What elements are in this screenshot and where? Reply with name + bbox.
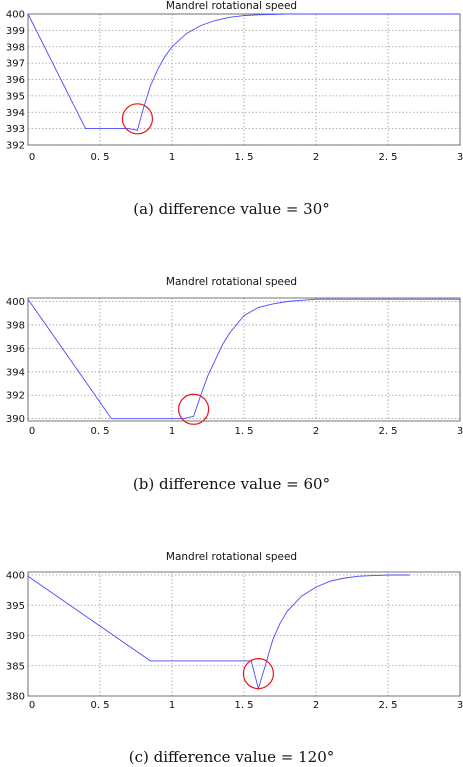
y-tick-label: 398 (6, 320, 25, 331)
x-tick-label: 0. 5 (90, 426, 109, 437)
x-tick-label: 2 (313, 700, 319, 711)
line-chart-c: 400 395 390 385 380 0 0. 5 1 1. 5 2 2. 5 3 (6, 571, 463, 711)
plot-frame (27, 297, 461, 422)
caption-a: (a) difference value = 30° (133, 200, 330, 218)
series-line (27, 13, 460, 131)
x-tick-label: 2. 5 (378, 426, 397, 437)
y-tick-label: 399 (6, 26, 25, 37)
series-line (27, 298, 460, 420)
x-tick-label: 1. 5 (234, 700, 253, 711)
x-tick-label: 3 (457, 426, 463, 437)
x-tick-label: 2 (313, 426, 319, 437)
y-tick-label: 400 (6, 10, 25, 21)
x-tick-label: 0. 5 (90, 152, 109, 163)
caption-b: (b) difference value = 60° (132, 475, 331, 493)
y-tick-label: 392 (6, 391, 25, 402)
y-tick-label: 380 (6, 692, 25, 703)
x-tick-label: 0 (29, 426, 35, 437)
y-tick-label: 390 (6, 631, 25, 642)
y-tick-label: 396 (6, 344, 25, 355)
y-tick-label: 398 (6, 42, 25, 53)
line-chart-a: 400 399 398 397 396 395 394 393 392 0 0. 5 1 1. 5 2 2.… (6, 10, 463, 164)
plot-frame (27, 571, 461, 697)
x-tick-label: 1 (169, 152, 175, 163)
line-chart-b: 400 398 396 394 392 390 0 0. 5 1 1. 5 2 2. 5 3 (6, 297, 463, 437)
x-tick-label: 1 (169, 426, 175, 437)
highlight-circle (242, 658, 274, 690)
chart-title-a: Mandrel rotational speed (165, 0, 298, 12)
y-tick-label: 397 (6, 59, 25, 70)
plot-frame (27, 13, 461, 146)
y-tick-label: 400 (6, 571, 25, 582)
y-tick-label: 394 (6, 367, 25, 378)
x-tick-label: 3 (457, 152, 463, 163)
highlight-circle (178, 393, 210, 425)
y-tick-label: 392 (6, 141, 25, 152)
x-tick-label: 1. 5 (234, 152, 253, 163)
caption-c: (c) difference value = 120° (128, 748, 335, 766)
y-tick-label: 395 (6, 601, 25, 612)
y-tick-label: 385 (6, 661, 25, 672)
x-tick-label: 2. 5 (378, 700, 397, 711)
chart-title-c: Mandrel rotational speed (165, 551, 298, 563)
y-tick-label: 396 (6, 75, 25, 86)
x-tick-label: 2. 5 (378, 152, 397, 163)
y-tick-label: 395 (6, 91, 25, 102)
x-tick-label: 1. 5 (234, 426, 253, 437)
x-tick-label: 0 (29, 700, 35, 711)
y-tick-label: 393 (6, 124, 25, 135)
y-tick-label: 390 (6, 414, 25, 425)
x-tick-label: 0 (29, 152, 35, 163)
y-tick-label: 394 (6, 108, 25, 119)
y-tick-label: 400 (6, 297, 25, 308)
x-tick-label: 3 (457, 700, 463, 711)
x-tick-label: 2 (313, 152, 319, 163)
highlight-circle (121, 103, 154, 135)
x-tick-label: 0. 5 (90, 700, 109, 711)
series-line (27, 574, 410, 691)
chart-title-b: Mandrel rotational speed (165, 276, 298, 288)
x-tick-label: 1 (169, 700, 175, 711)
